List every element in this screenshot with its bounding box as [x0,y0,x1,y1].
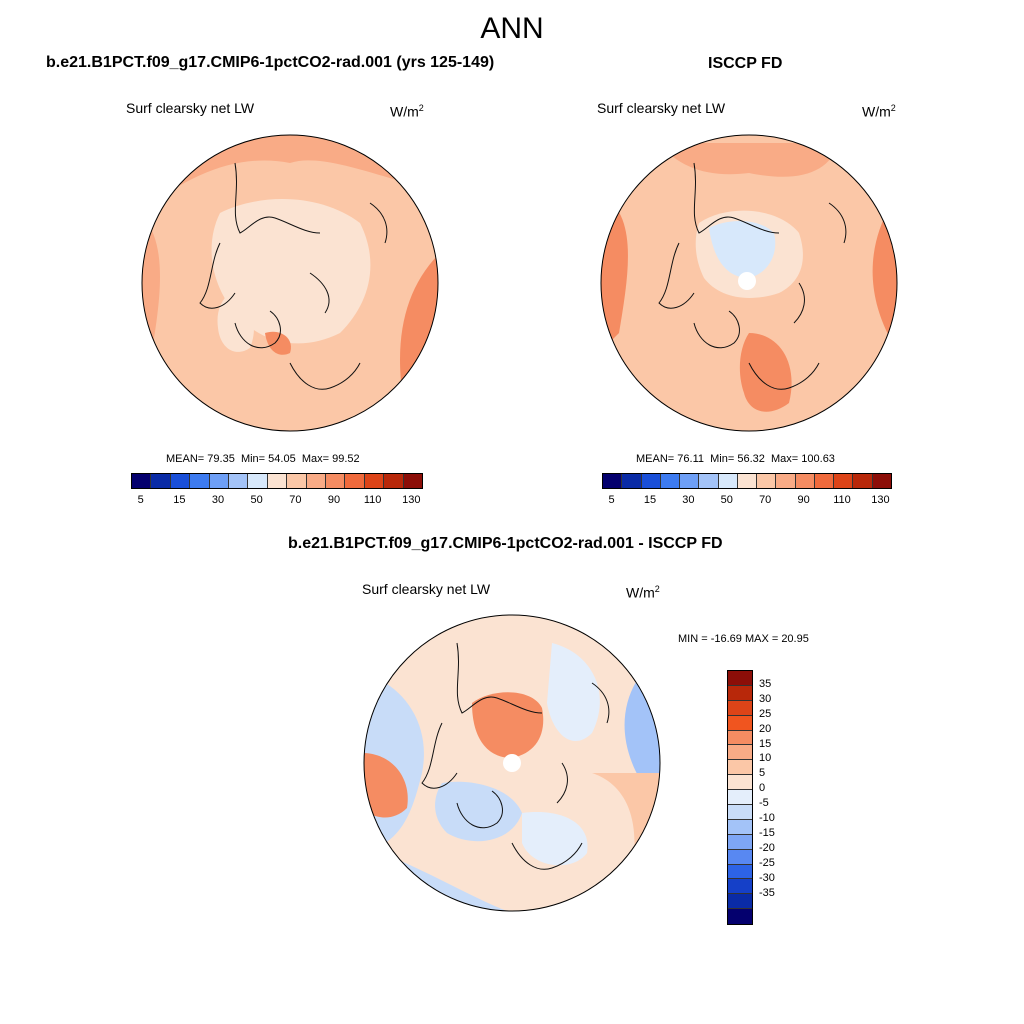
colorbar-tick-label: 5 [137,494,144,506]
colorbar-tick-label: 25 [759,707,772,720]
panel-2-polar-map [600,134,898,432]
colorbar-swatch [728,805,752,820]
colorbar-tick-label: 50 [250,494,263,506]
colorbar-swatch [660,474,681,488]
colorbar-swatch [603,474,623,488]
colorbar-swatch [728,685,752,701]
colorbar-tick-label: -20 [759,841,775,854]
colorbar-swatch [641,474,661,488]
colorbar-swatch [718,474,738,488]
panel-2-colorbar [602,473,892,489]
colorbar-tick-label: 70 [759,494,772,506]
colorbar-tick-label: 30 [759,692,772,705]
colorbar-tick-label: -5 [759,797,769,810]
colorbar-swatch [326,474,346,488]
panel-1-units: W/m2 [390,103,424,120]
panel-2-variable-label: Surf clearsky net LW [597,100,726,116]
colorbar-swatch [364,474,385,488]
colorbar-tick-label: -25 [759,856,775,869]
colorbar-swatch [699,474,719,488]
colorbar-swatch [306,474,327,488]
colorbar-swatch [728,715,752,731]
panel-2-units: W/m2 [862,103,896,120]
colorbar-tick-label: -10 [759,812,775,824]
colorbar-swatch [814,474,835,488]
colorbar-tick-label: 10 [759,752,772,765]
panel-1-case-title: b.e21.B1PCT.f09_g17.CMIP6-1pctCO2-rad.00… [46,54,495,71]
colorbar-swatch [248,474,268,488]
colorbar-swatch [776,474,796,488]
colorbar-swatch [728,671,752,686]
colorbar-tick-label: 30 [682,494,695,506]
colorbar-tick-label: 20 [759,722,772,735]
panel-3-colorbar [727,670,753,926]
panel-1-polar-map [141,134,439,432]
panel-3-variable-label: Surf clearsky net LW [362,581,491,597]
colorbar-swatch [151,474,171,488]
colorbar-tick-label: 15 [759,737,772,750]
colorbar-swatch [680,474,700,488]
colorbar-swatch [728,730,752,746]
colorbar-swatch [132,474,152,488]
colorbar-tick-label: 15 [643,494,657,506]
colorbar-tick-label: -30 [759,871,775,884]
colorbar-swatch [757,474,777,488]
colorbar-swatch [345,474,365,488]
colorbar-swatch [737,474,758,488]
colorbar-swatch [728,864,752,880]
panel-1-stats: MEAN= 79.35 Min= 54.05 Max= 99.52 [166,453,360,465]
colorbar-swatch [622,474,642,488]
panel-3-case-title: b.e21.B1PCT.f09_g17.CMIP6-1pctCO2-rad.00… [288,535,723,552]
colorbar-swatch [728,700,752,716]
colorbar-swatch [728,879,752,895]
colorbar-swatch [728,775,752,791]
colorbar-swatch [190,474,210,488]
colorbar-swatch [853,474,873,488]
colorbar-tick-label: 0 [759,782,766,795]
colorbar-swatch [728,849,752,865]
colorbar-tick-label: 50 [720,494,733,506]
colorbar-swatch [403,474,423,488]
colorbar-tick-label: 90 [797,494,810,506]
colorbar-swatch [795,474,815,488]
colorbar-tick-label: 110 [833,494,851,506]
colorbar-tick-label: 130 [402,494,421,506]
colorbar-swatch [834,474,854,488]
colorbar-swatch [170,474,191,488]
colorbar-swatch [728,909,752,925]
colorbar-swatch [229,474,249,488]
panel-3-min-max: MIN = -16.69 MAX = 20.95 [678,633,809,645]
colorbar-swatch [728,894,752,910]
colorbar-tick-label: 15 [173,494,186,506]
colorbar-tick-label: 90 [327,494,341,506]
colorbar-tick-label: 5 [759,767,766,780]
colorbar-tick-label: 110 [363,494,382,506]
panel-3-units: W/m2 [626,584,660,601]
colorbar-swatch [287,474,307,488]
colorbar-tick-label: 130 [871,494,890,506]
colorbar-swatch [728,834,752,850]
panel-2-case-title: ISCCP FD [708,55,783,72]
colorbar-swatch [872,474,891,488]
colorbar-swatch [384,474,404,488]
panel-2-stats: MEAN= 76.11 Min= 56.32 Max= 100.63 [636,453,835,465]
colorbar-swatch [728,745,752,761]
colorbar-swatch [728,819,752,835]
colorbar-tick-label: -15 [759,826,775,839]
colorbar-swatch [728,760,752,776]
colorbar-swatch [209,474,230,488]
colorbar-swatch [728,790,752,806]
colorbar-tick-label: 35 [759,677,772,690]
colorbar-tick-label: -35 [759,886,775,899]
colorbar-tick-label: 5 [608,494,615,506]
colorbar-swatch [267,474,288,488]
panel-3-polar-map [363,614,661,912]
panel-1-colorbar [131,473,423,489]
colorbar-tick-label: 70 [289,494,302,506]
colorbar-tick-label: 30 [211,494,225,506]
plot-title: ANN [480,12,544,45]
panel-1-variable-label: Surf clearsky net LW [126,100,255,116]
